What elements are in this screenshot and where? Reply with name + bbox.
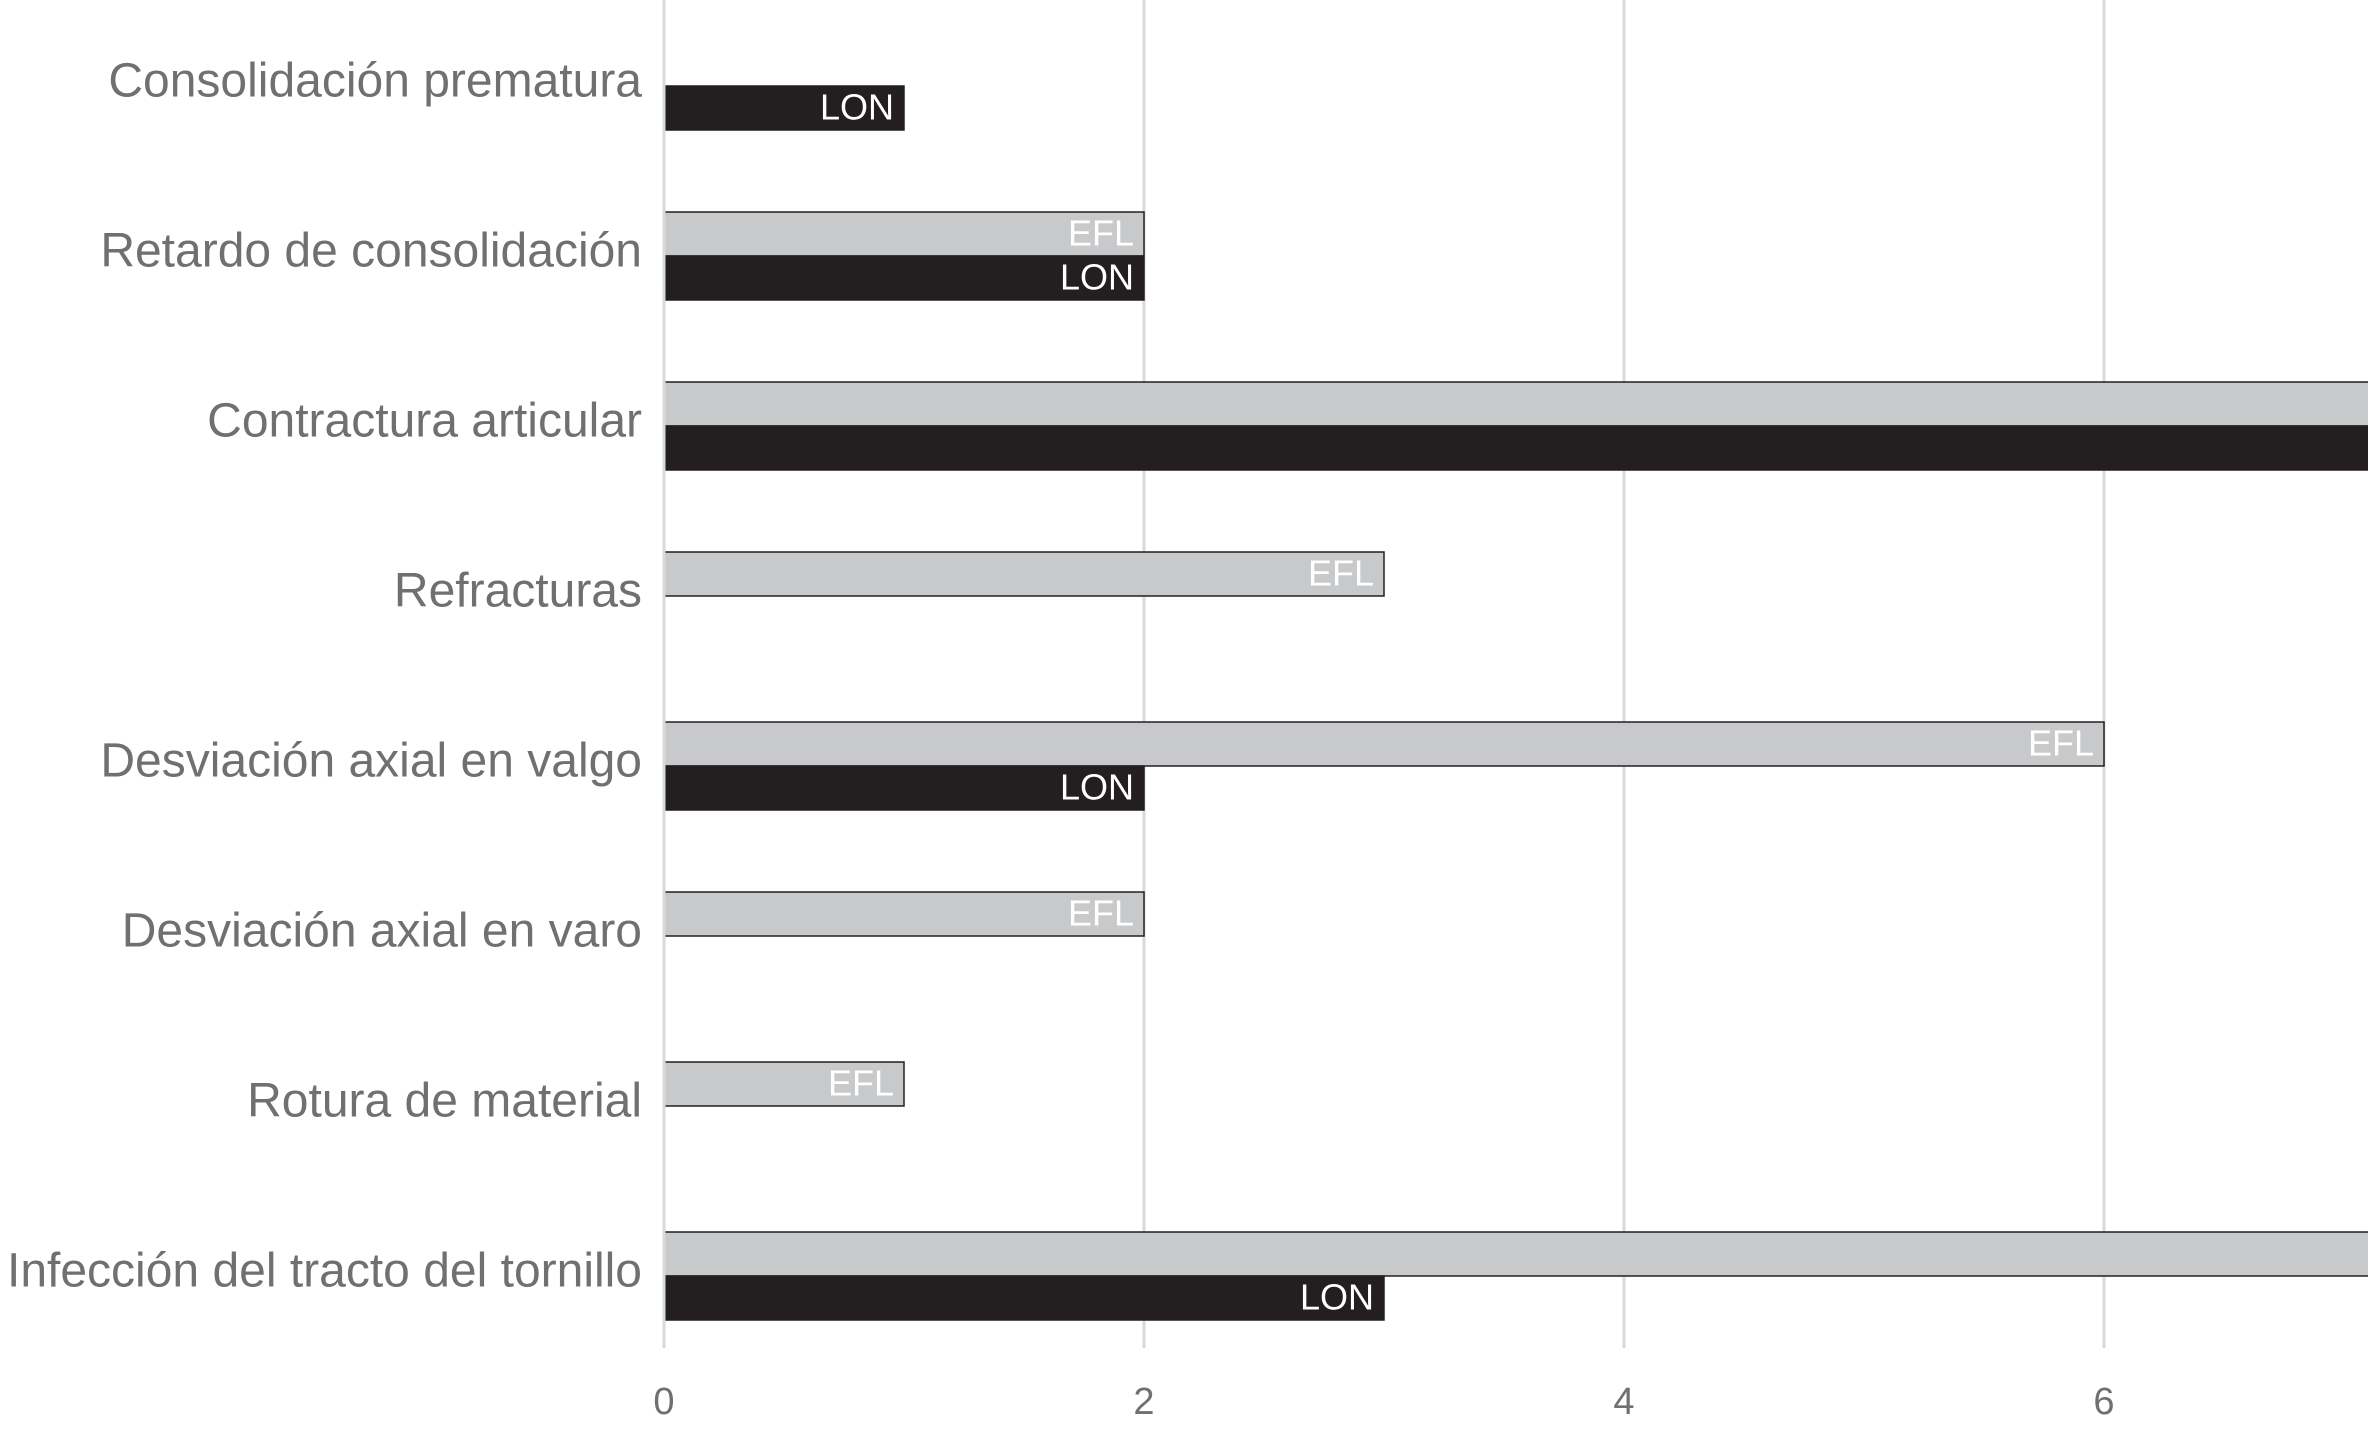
bar-lon: [663, 255, 1145, 301]
x-tick-label: 4: [1613, 1381, 1634, 1423]
bar-data-label: EFL: [828, 1063, 894, 1104]
bar-efl: [663, 381, 2368, 427]
category-label: Rotura de material: [247, 1075, 642, 1128]
bar-lon: [663, 85, 905, 131]
bar-data-label: EFL: [1068, 213, 1134, 254]
category-label: Infección del tracto del tornillo: [7, 1245, 642, 1298]
x-tick-label: 0: [653, 1381, 674, 1423]
bar-lon: [663, 1275, 1385, 1321]
category-label: Contractura articular: [207, 395, 642, 448]
bar-lon: [663, 425, 2368, 471]
gridlines: [1142, 0, 2106, 1348]
category-label: Desviación axial en varo: [122, 905, 642, 958]
category-label: Desviación axial en valgo: [100, 735, 642, 788]
bars: [663, 85, 2368, 1321]
x-tick-label: 2: [1133, 1381, 1154, 1423]
bar-data-label: LON: [1300, 1277, 1374, 1318]
bar-efl: [663, 1231, 2368, 1277]
bar-efl: [663, 211, 1145, 257]
bar-efl: [663, 1061, 905, 1107]
bar-data-label: EFL: [1068, 893, 1134, 934]
category-label: Refracturas: [394, 565, 642, 618]
x-tick-label: 6: [2093, 1381, 2114, 1423]
bar-data-label: LON: [820, 87, 894, 128]
bar-lon: [663, 765, 1145, 811]
bar-data-label: LON: [1060, 257, 1134, 298]
bar-efl: [663, 551, 1385, 597]
bar-data-label: EFL: [1308, 553, 1374, 594]
bar-efl: [663, 721, 2105, 767]
category-label: Consolidación prematura: [108, 55, 642, 108]
labels: 02468101214Consolidación prematuraLONRet…: [7, 55, 2115, 1423]
category-label: Retardo de consolidación: [100, 225, 642, 278]
bar-data-label: EFL: [2028, 723, 2094, 764]
bar-data-label: LON: [1060, 767, 1134, 808]
bar-efl: [663, 891, 1145, 937]
